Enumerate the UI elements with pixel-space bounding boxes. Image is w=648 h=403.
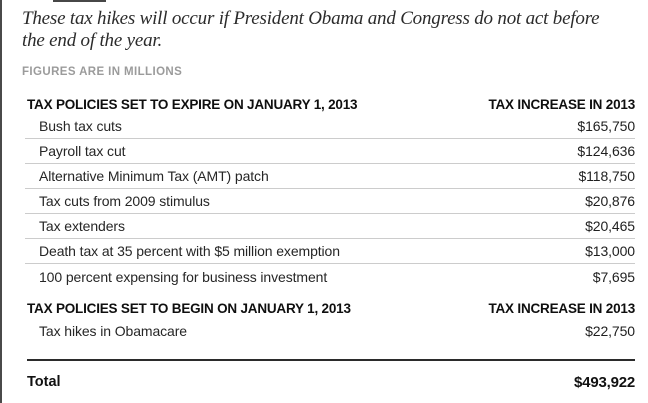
row-value: $22,750 xyxy=(585,322,635,339)
units-note: FIGURES ARE IN MILLIONS xyxy=(22,66,183,78)
infographic-body: These tax hikes will occur if President … xyxy=(2,0,648,394)
section-header-expire-amount-column: TAX INCREASE IN 2013 xyxy=(488,97,635,112)
row-value: $165,750 xyxy=(577,118,635,134)
total-label: Total xyxy=(27,374,61,390)
row-label: Death tax at 35 percent with $5 million … xyxy=(39,243,340,259)
table-row: Payroll tax cut $124,636 xyxy=(25,139,635,164)
table-row: 100 percent expensing for business inves… xyxy=(25,264,635,289)
table-row: Tax cuts from 2009 stimulus $20,876 xyxy=(25,189,635,214)
row-value: $118,750 xyxy=(578,168,635,184)
row-value: $124,636 xyxy=(577,143,635,159)
row-value: $13,000 xyxy=(585,243,635,259)
begin-rows: Tax hikes in Obamacare $22,750 xyxy=(25,318,635,343)
row-label: Tax cuts from 2009 stimulus xyxy=(39,193,210,209)
total-rule xyxy=(27,359,635,361)
total-row: Total $493,922 xyxy=(27,370,635,394)
table-row: Death tax at 35 percent with $5 million … xyxy=(25,239,635,264)
row-value: $20,465 xyxy=(585,218,635,234)
row-label: 100 percent expensing for business inves… xyxy=(39,268,328,285)
intro-text: These tax hikes will occur if President … xyxy=(22,8,600,51)
expire-rows: Bush tax cuts $165,750 Payroll tax cut $… xyxy=(25,114,635,289)
row-label: Bush tax cuts xyxy=(39,118,122,134)
section-header-begin-amount-column: TAX INCREASE IN 2013 xyxy=(488,301,635,316)
row-value: $7,695 xyxy=(592,268,635,285)
table-row: Tax hikes in Obamacare $22,750 xyxy=(25,318,635,343)
table-row: Tax extenders $20,465 xyxy=(25,214,635,239)
table-row: Bush tax cuts $165,750 xyxy=(25,114,635,139)
row-label: Tax extenders xyxy=(39,218,125,234)
row-label: Alternative Minimum Tax (AMT) patch xyxy=(39,168,269,184)
total-value: $493,922 xyxy=(574,373,635,391)
row-value: $20,876 xyxy=(585,193,635,209)
cropped-content-artifact xyxy=(53,0,106,2)
section-header-begin: TAX POLICIES SET TO BEGIN ON JANUARY 1, … xyxy=(27,298,635,316)
row-label: Tax hikes in Obamacare xyxy=(39,322,187,339)
table-row: Alternative Minimum Tax (AMT) patch $118… xyxy=(25,164,635,189)
section-header-expire-title: TAX POLICIES SET TO EXPIRE ON JANUARY 1,… xyxy=(27,97,358,112)
section-header-expire: TAX POLICIES SET TO EXPIRE ON JANUARY 1,… xyxy=(27,94,635,112)
row-label: Payroll tax cut xyxy=(39,143,126,159)
section-header-begin-title: TAX POLICIES SET TO BEGIN ON JANUARY 1, … xyxy=(27,301,351,316)
